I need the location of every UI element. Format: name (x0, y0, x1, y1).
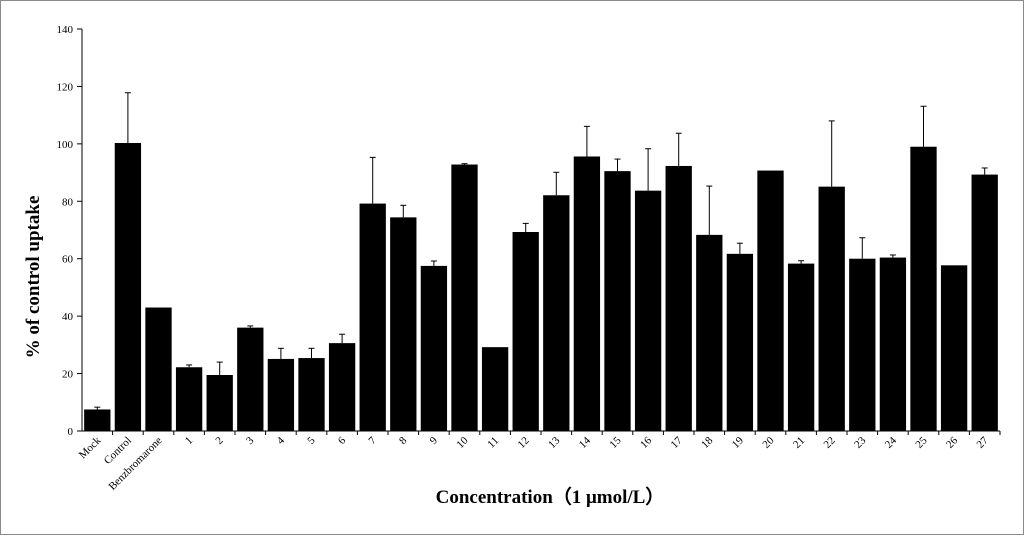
bar (237, 327, 264, 431)
x-tick-label: 11 (485, 435, 501, 451)
bar (879, 257, 907, 431)
bar (604, 171, 631, 431)
x-tick-label: 10 (454, 434, 471, 451)
y-tick-label: 120 (57, 81, 74, 93)
x-tick-label: 18 (699, 434, 716, 451)
bar (849, 258, 876, 431)
x-tick-label: 23 (852, 434, 869, 451)
bar (573, 156, 601, 431)
bar (634, 190, 662, 431)
x-tick-label: 1 (183, 435, 195, 447)
x-tick-label: Mock (77, 434, 104, 461)
x-tick-label: 7 (366, 434, 379, 447)
bar (298, 358, 325, 431)
bar (328, 343, 356, 431)
y-tick-label: 40 (62, 311, 74, 323)
bar (175, 367, 203, 431)
bar (451, 164, 478, 431)
x-tick-label: 16 (638, 434, 655, 451)
bar (757, 170, 784, 431)
x-tick-label: 9 (428, 434, 441, 447)
y-tick-label: 20 (62, 369, 74, 381)
bar (145, 307, 172, 431)
x-tick-label: 20 (760, 434, 777, 451)
x-tick-label: 27 (975, 434, 992, 451)
x-tick-label: 26 (944, 434, 961, 451)
x-tick-label: 17 (669, 434, 686, 451)
x-tick-label: 25 (913, 434, 930, 451)
x-tick-label: 24 (883, 434, 900, 451)
bar (971, 174, 998, 431)
x-tick-label: 13 (546, 434, 563, 451)
x-tick-label: 22 (822, 435, 838, 451)
bar (206, 375, 233, 431)
bar (512, 232, 539, 431)
x-tick-label: 2 (213, 435, 225, 447)
x-tick-label: 6 (336, 434, 349, 447)
bar (726, 253, 754, 431)
x-tick-label: 14 (577, 434, 594, 451)
bar (910, 146, 937, 431)
x-tick-label: 8 (397, 434, 410, 447)
bar (267, 358, 295, 431)
x-tick-label: 12 (516, 435, 532, 451)
x-tick-label: 21 (791, 435, 807, 451)
bar (359, 203, 386, 431)
y-tick-label: 140 (57, 24, 74, 36)
y-tick-label: 100 (57, 139, 74, 151)
y-tick-label: 80 (62, 196, 74, 208)
x-tick-label: 3 (244, 434, 257, 447)
bars (84, 92, 998, 431)
bar (787, 263, 815, 431)
x-tick-label: 4 (275, 434, 288, 447)
x-tick-label: 15 (607, 434, 624, 451)
y-axis-title: % of control uptake (23, 196, 44, 359)
bar (543, 195, 570, 431)
bar (420, 265, 448, 431)
bar (114, 142, 142, 431)
bar (818, 186, 845, 431)
x-tick-label: 5 (305, 434, 318, 447)
bar (481, 347, 509, 431)
x-tick-label: 19 (730, 434, 747, 451)
y-tick-label: 0 (68, 426, 74, 438)
bar (696, 234, 723, 431)
bar (940, 265, 968, 431)
y-axis: 0 20 40 60 80 100 120 140 (57, 24, 83, 438)
x-tick-label: Benzbromarone (106, 435, 164, 493)
y-tick-label: 60 (62, 254, 74, 266)
bar (390, 217, 417, 431)
x-axis-title: Concentration（1 μmol/L） (436, 485, 665, 508)
bar (665, 165, 692, 431)
bar (84, 409, 111, 431)
